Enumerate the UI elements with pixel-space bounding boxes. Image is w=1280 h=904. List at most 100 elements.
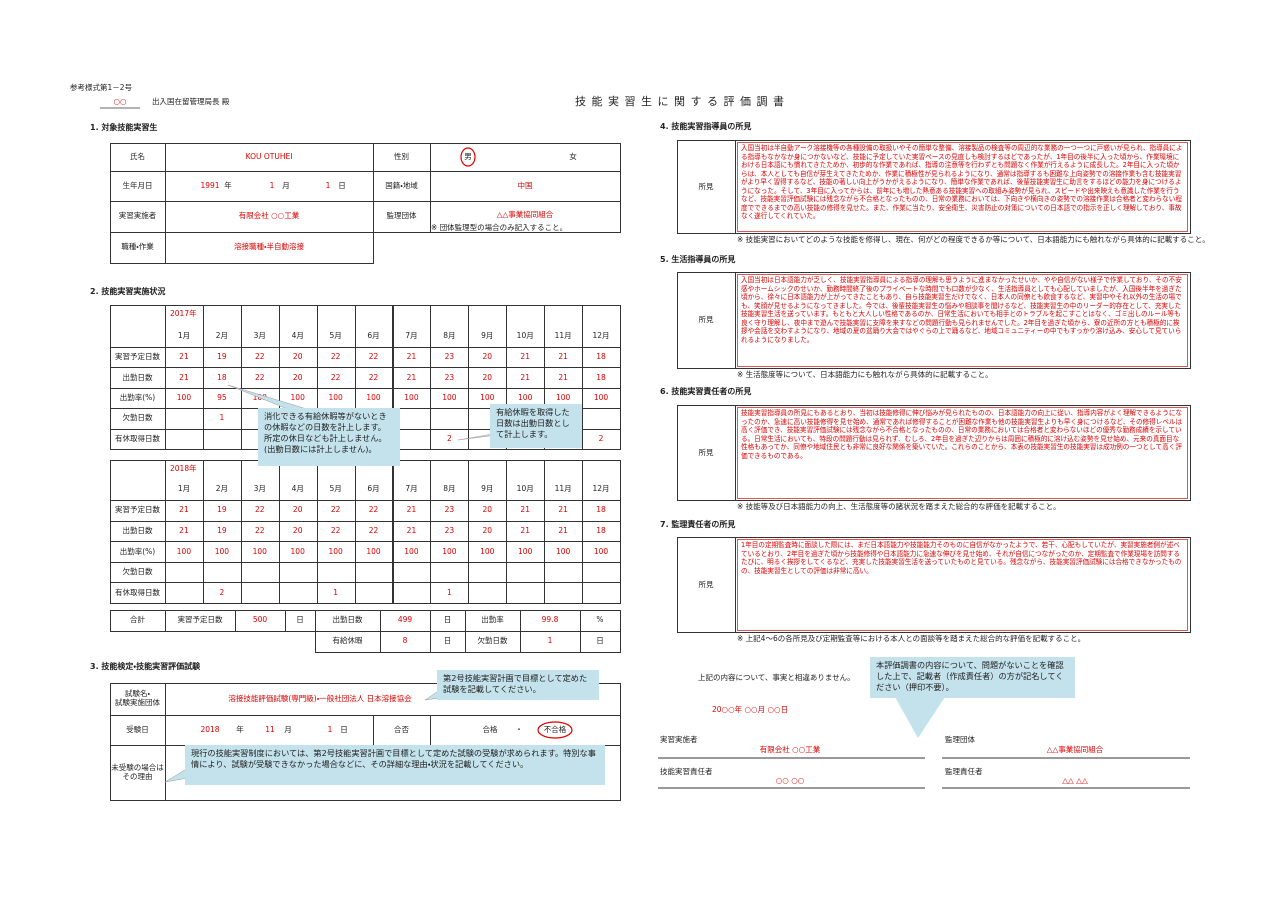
cell-border — [165, 408, 204, 430]
total-value: 500 — [252, 615, 268, 624]
month-header: 3月 — [253, 331, 266, 340]
cell-border — [110, 460, 166, 501]
note: ※ 技能等及び日本語能力の向上、生活態度等の諸状況を踏まえた総合的な評価を記載す… — [737, 502, 1061, 511]
signature-label: 監理責任者 — [945, 767, 983, 776]
cell-border — [735, 140, 1191, 234]
cell-border — [580, 631, 621, 653]
cell-value: 100 — [328, 393, 343, 402]
total-label: 出勤日数 — [332, 615, 363, 624]
unit: 日 — [296, 615, 304, 624]
cell-value: 20 — [292, 352, 303, 362]
finding-text: 入国当初は半自動アーク溶接機等の各種設備の取扱いやその簡単な整備、溶接製品の検査… — [737, 142, 1188, 232]
year-label: 2018年 — [170, 464, 197, 473]
field-value: 有限会社 ○○工業 — [238, 211, 300, 220]
cell-value: 21 — [179, 372, 189, 382]
cell-value: 21 — [179, 352, 189, 362]
cell-value: 21 — [558, 505, 568, 515]
cell-value: 20 — [482, 352, 493, 362]
callout: 消化できる有給休暇等がないときの休暇などの日数を計上します。所定の休日なども計上… — [258, 408, 400, 466]
unit: 日 — [340, 725, 348, 734]
cell-value: 22 — [368, 352, 379, 362]
row-label: 出勤率(%) — [119, 546, 156, 556]
field-label: 所見 — [698, 447, 714, 457]
callout: 有給休暇を取得した日数は出勤日数として計上します。 — [490, 404, 582, 448]
month-header: 8月 — [443, 331, 456, 340]
cell-border — [468, 582, 508, 604]
cell-value: 21 — [520, 525, 530, 535]
total-label: 欠勤日数 — [477, 636, 508, 645]
cell-value: 21 — [179, 525, 189, 535]
section-heading: 6. 技能実習責任者の所見 — [660, 387, 752, 396]
unit: % — [596, 615, 604, 624]
cell-border — [316, 561, 356, 584]
note: ※ 上記4～6の各所見及び定期監査等における本人との面談等を踏まえた総合的な評価… — [737, 634, 1086, 643]
field-option: 合格 — [482, 725, 498, 734]
field-label: 所見 — [698, 181, 714, 191]
cell-border — [582, 428, 621, 450]
field-value: 1 — [269, 181, 275, 190]
signature-value: △△ △△ — [1062, 776, 1088, 785]
cell-border — [735, 537, 1191, 633]
field-value: 11 — [265, 725, 275, 734]
document-title: 技 能 実 習 生 に 関 す る 評 価 調 書 — [575, 95, 785, 108]
finding-text: 技能実習指導員の所見にもあるとおり、当初は技能修得に伸び悩みが見られたものの、日… — [737, 407, 1188, 499]
field-label: 所見 — [698, 579, 714, 589]
cell-value: 100 — [442, 393, 457, 402]
addressee-title: 出入国在留管理局長 殿 — [152, 97, 230, 106]
row-label: 出勤日数 — [122, 525, 153, 535]
field-label: 氏名 — [130, 152, 145, 161]
cell-value: 22 — [330, 372, 341, 382]
cell-value: 18 — [596, 505, 606, 515]
unit: 日 — [596, 636, 604, 645]
unit: 月 — [282, 181, 290, 190]
cell-value: 100 — [290, 393, 305, 402]
cell-border — [202, 561, 242, 584]
cell-border — [278, 582, 318, 604]
signature-value: △△事業協同組合 — [1046, 745, 1104, 754]
cell-border — [430, 561, 470, 584]
month-header: 11月 — [554, 331, 572, 340]
total-value: 99.8 — [541, 615, 559, 624]
cell-value: 19 — [217, 525, 227, 535]
cell-border — [354, 561, 394, 584]
cell-value: 21 — [406, 352, 417, 362]
field-value: 溶接技能評価試験(専門級)・一般社団法人 日本溶接協会 — [228, 694, 412, 703]
field-option: 男 — [464, 152, 472, 161]
cell-value: 21 — [520, 372, 530, 382]
month-header: 5月 — [329, 331, 342, 340]
cell-border — [354, 582, 394, 604]
section-heading: 7. 監理責任者の所見 — [660, 520, 736, 529]
form-number: 参考様式第1－2号 — [70, 83, 133, 92]
cell-border — [240, 561, 280, 584]
cell-value: 21 — [179, 505, 189, 515]
cell-value: 21 — [558, 525, 568, 535]
cell-value: 100 — [518, 393, 533, 402]
cell-border — [392, 561, 432, 584]
signature-value: 有限会社 ○○工業 — [759, 745, 821, 754]
cell-border — [278, 561, 318, 584]
cell-value: 20 — [482, 525, 493, 535]
addressee: ○○ — [113, 97, 127, 106]
total-value: 8 — [402, 636, 408, 645]
unit: 年 — [236, 725, 244, 734]
unit: 年 — [224, 181, 232, 190]
total-value: 1 — [547, 636, 553, 645]
row-label: 欠勤日数 — [122, 567, 153, 577]
month-header: 6月 — [367, 331, 380, 340]
field-label: 所見 — [698, 315, 714, 324]
field-label: その理由 — [122, 772, 153, 781]
statement: 上記の内容について、事実と相違ありません。 — [698, 673, 855, 682]
month-header: 4月 — [291, 484, 304, 493]
cell-value: 22 — [255, 352, 265, 362]
row-label: 出勤日数 — [122, 372, 153, 382]
month-header: 9月 — [481, 331, 494, 340]
cell-value: 100 — [480, 393, 495, 402]
cell-value: 100 — [555, 546, 571, 556]
month-header: 10月 — [516, 484, 534, 493]
month-header: 2月 — [215, 484, 228, 493]
cell-border — [430, 201, 621, 233]
cell-border — [392, 582, 432, 604]
field-value: 2018 — [200, 725, 220, 734]
signature-label: 監理団体 — [945, 735, 975, 744]
month-header: 9月 — [481, 484, 494, 493]
